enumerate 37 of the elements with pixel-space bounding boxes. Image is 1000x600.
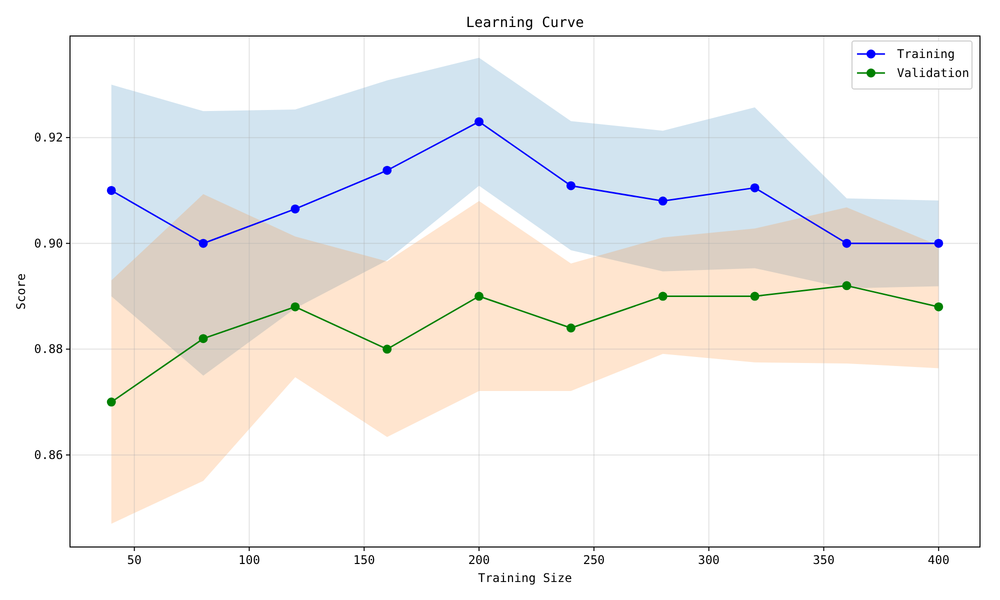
y-tick-label: 0.92 (34, 130, 63, 145)
point (474, 292, 484, 301)
legend-label: Training (897, 47, 955, 61)
point (382, 166, 392, 175)
x-tick-label: 400 (928, 553, 950, 567)
point (474, 117, 484, 126)
point (842, 281, 852, 290)
x-tick-label: 300 (698, 553, 720, 567)
x-tick-label: 350 (812, 553, 835, 567)
x-tick-label: 50 (127, 553, 142, 567)
point (566, 324, 576, 332)
point (750, 292, 760, 301)
point (658, 292, 668, 301)
point (934, 302, 944, 312)
y-axis-title: Score (14, 273, 28, 310)
x-axis-title: Training Size (478, 571, 572, 585)
x-tick-label: 200 (468, 553, 490, 567)
legend-label: Validation (897, 66, 970, 80)
point (198, 334, 208, 344)
point (750, 183, 760, 192)
x-tick-label: 150 (353, 553, 375, 567)
y-tick-label: 0.88 (34, 342, 63, 356)
chart-title: Learning Curve (466, 15, 584, 31)
point (842, 238, 852, 248)
point (198, 238, 208, 248)
point (566, 181, 576, 190)
point (382, 344, 392, 354)
x-tick-label: 100 (238, 553, 260, 567)
point (934, 238, 944, 248)
y-tick-label: 0.86 (34, 448, 63, 462)
point (106, 186, 116, 195)
point (290, 204, 300, 214)
point (290, 302, 300, 312)
x-tick-label: 250 (583, 553, 605, 567)
y-tick-label: 0.90 (34, 236, 63, 250)
point (106, 398, 116, 407)
point (658, 196, 668, 206)
